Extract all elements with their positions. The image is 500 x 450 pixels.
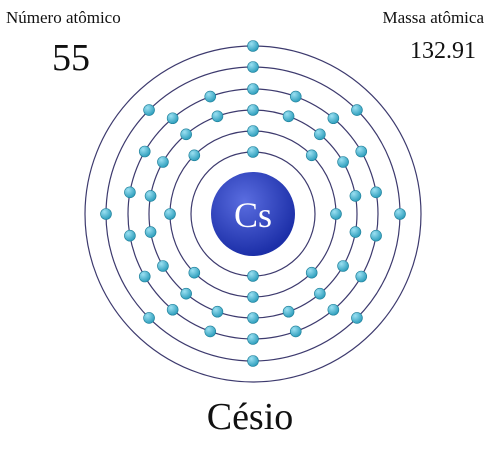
electron [166, 303, 179, 316]
electron [314, 128, 326, 141]
atomic-mass-value: 132.91 [410, 38, 476, 64]
electron [247, 291, 259, 303]
electron [204, 90, 217, 103]
electron [370, 186, 382, 199]
electron [211, 305, 224, 318]
electron [166, 112, 179, 125]
electron [247, 312, 259, 324]
electron [124, 229, 136, 242]
electron [282, 110, 295, 123]
electron [370, 229, 382, 242]
element-symbol: Cs [234, 195, 272, 235]
electron [124, 186, 136, 199]
electron [247, 270, 259, 282]
electron [204, 325, 217, 338]
electron [247, 40, 259, 52]
electron [289, 90, 302, 103]
electron [180, 287, 192, 300]
electron [180, 128, 192, 141]
electron [305, 149, 318, 162]
electron [247, 125, 259, 137]
electron [157, 156, 169, 168]
atomic-number-label: Número atômico [6, 8, 121, 27]
electron [247, 355, 259, 367]
nucleus [211, 172, 295, 256]
electron [337, 260, 349, 272]
electron [247, 146, 259, 158]
electron [211, 110, 224, 123]
electron [157, 260, 169, 272]
electron [188, 266, 201, 279]
electron [394, 208, 406, 220]
electron [314, 287, 326, 300]
electron [349, 190, 362, 202]
electron [305, 266, 318, 279]
electron [351, 312, 363, 324]
electron [337, 156, 349, 168]
electron [247, 83, 259, 95]
electron [247, 333, 259, 345]
electron [330, 208, 342, 220]
electron [351, 104, 363, 116]
electron [289, 325, 302, 338]
electron [349, 226, 362, 238]
electron [164, 208, 176, 220]
electron [143, 312, 155, 324]
electron [138, 145, 151, 158]
electron [144, 226, 157, 238]
element-name: Césio [206, 396, 294, 438]
electron [188, 149, 201, 162]
atomic-mass-label: Massa atômica [382, 8, 485, 27]
electron [327, 112, 340, 125]
electron [327, 303, 340, 316]
electron [100, 208, 112, 220]
electron [355, 145, 368, 158]
electron [355, 270, 368, 283]
electron [138, 270, 151, 283]
electron [144, 190, 157, 202]
atomic-number-value: 55 [52, 37, 90, 79]
electron [282, 305, 295, 318]
electron [247, 61, 259, 73]
electron [143, 104, 155, 116]
electron [247, 104, 259, 116]
